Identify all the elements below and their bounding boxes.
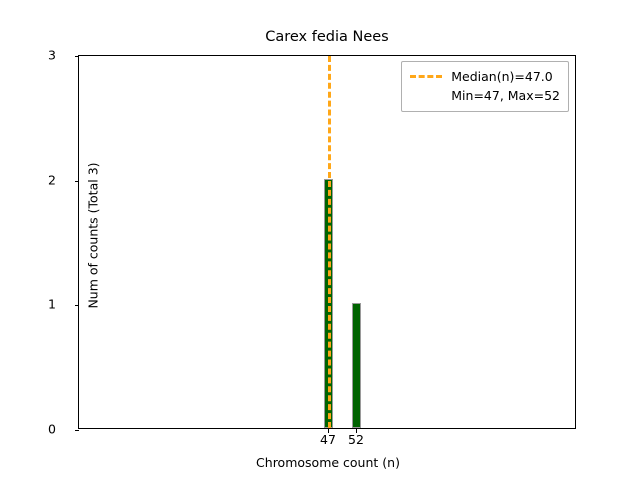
- plot-area: 47 52 Chromosome count (n) Num of counts…: [74, 55, 576, 470]
- median-line: [327, 56, 331, 428]
- chart-title: Carex fedia Nees: [265, 29, 389, 45]
- ytick-label-3: 3: [48, 47, 56, 63]
- legend-label-minmax: Min=47, Max=52: [451, 88, 560, 103]
- ytick-mark-1: [74, 305, 79, 307]
- ytick-mark-3: [74, 56, 79, 57]
- x-axis-label: Chromosome count (n): [256, 455, 400, 470]
- xtick-label-52: 52: [348, 432, 364, 447]
- bar-52: [351, 303, 361, 428]
- legend-item-median: Median(n)=47.0: [410, 67, 560, 86]
- xtick-mark-52: [356, 428, 357, 433]
- y-axis-label: Num of counts (Total 3): [85, 162, 101, 309]
- ytick-label-2: 2: [48, 172, 56, 188]
- ytick-label-0: 0: [48, 421, 56, 437]
- ytick-label-1: 1: [48, 296, 56, 312]
- legend-label-median: Median(n)=47.0: [451, 69, 553, 84]
- legend: Median(n)=47.0 Min=47, Max=52: [401, 61, 569, 112]
- xtick-label-47: 47: [320, 432, 336, 447]
- ytick-mark-2: [74, 180, 79, 182]
- dashed-line-icon: [410, 75, 443, 78]
- blank-marker-icon: [410, 94, 442, 97]
- ytick-mark-0: [74, 430, 79, 431]
- legend-item-minmax: Min=47, Max=52: [410, 86, 560, 105]
- xtick-mark-47: [328, 428, 329, 433]
